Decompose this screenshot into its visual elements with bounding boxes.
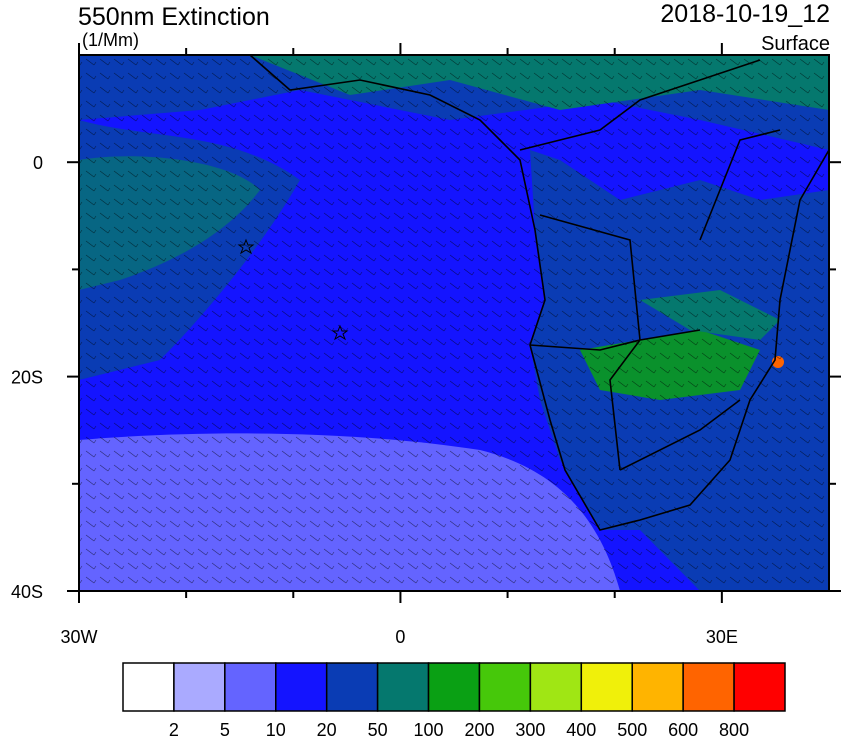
- level: Surface: [761, 33, 830, 55]
- colorbar-label: 20: [317, 720, 337, 740]
- site-marker: [331, 324, 349, 341]
- colorbar-label: 400: [566, 720, 596, 740]
- colorbar-label: 5: [220, 720, 230, 740]
- colorbar-swatch: [529, 662, 583, 712]
- colorbar-swatch: [682, 662, 735, 712]
- colorbar-label: 100: [414, 720, 444, 740]
- y-tick-label: 20S: [11, 368, 43, 388]
- colorbar-swatch: [631, 662, 684, 712]
- colorbar-swatch: [275, 662, 328, 712]
- x-tick-label: 0: [395, 627, 405, 647]
- y-tick-label: 0: [33, 153, 43, 173]
- colorbar: 2 5 10 20 50 100 200 300 400 500 600 800: [122, 662, 786, 740]
- colorbar-swatch: [376, 662, 430, 712]
- colorbar-swatch: [478, 662, 532, 712]
- colorbar-label: 2: [169, 720, 179, 740]
- colorbar-label: 10: [266, 720, 286, 740]
- x-tick-label: 30E: [706, 627, 738, 647]
- map-field: [79, 55, 829, 591]
- colorbar-label: 200: [464, 720, 494, 740]
- coastline: [249, 55, 829, 531]
- map-frame: [78, 54, 830, 592]
- colorbar-label: 50: [368, 720, 388, 740]
- units: (1/Mm): [82, 30, 139, 50]
- colorbar-swatch: [122, 662, 175, 712]
- colorbar-swatch: [427, 662, 481, 712]
- colorbar-label: 500: [617, 720, 647, 740]
- title: 550nm Extinction: [78, 3, 270, 31]
- colorbar-label: 300: [515, 720, 545, 740]
- x-tick-label: 30W: [60, 627, 97, 647]
- colorbar-swatch: [224, 662, 277, 712]
- colorbar-swatch: [580, 662, 633, 712]
- wind-barbs: [79, 55, 829, 591]
- colorbar-label: 600: [668, 720, 698, 740]
- axes: 30W 0 30E 0 20S 40S: [11, 43, 841, 647]
- colorbar-swatch: [733, 662, 786, 712]
- colorbar-label: 800: [719, 720, 749, 740]
- y-tick-label: 40S: [11, 582, 43, 602]
- site-marker: [237, 238, 255, 255]
- date: 2018-10-19_12: [660, 0, 830, 28]
- colorbar-swatch: [173, 662, 226, 712]
- colorbar-swatch: [325, 662, 379, 712]
